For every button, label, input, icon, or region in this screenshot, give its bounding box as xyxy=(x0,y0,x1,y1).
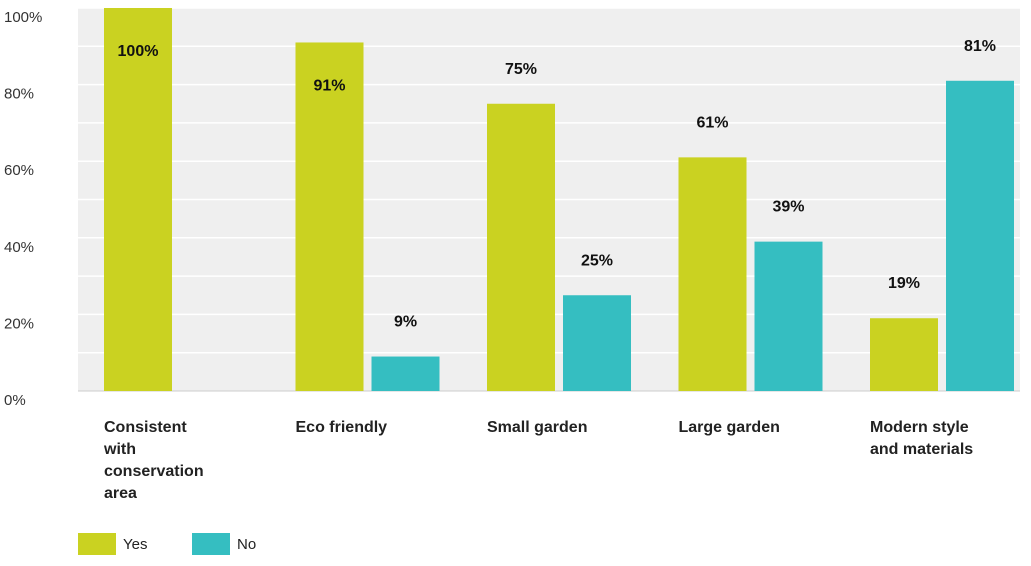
data-label: 25% xyxy=(581,252,613,269)
bar-yes xyxy=(104,8,172,391)
category-label: Small garden xyxy=(487,419,587,436)
bar-no xyxy=(946,80,1014,392)
legend-swatch-no xyxy=(192,533,230,555)
category-label-line: Eco friendly xyxy=(296,419,388,436)
data-label: 61% xyxy=(696,114,728,131)
category-label-line: and materials xyxy=(870,441,973,458)
data-label: 91% xyxy=(313,77,345,94)
bar-yes xyxy=(487,103,555,391)
data-label: 39% xyxy=(772,199,804,216)
bar-yes xyxy=(678,157,747,391)
data-label: 75% xyxy=(505,61,537,78)
y-tick-label: 60% xyxy=(4,162,34,179)
y-tick-label: 80% xyxy=(4,86,34,103)
y-tick-label: 100% xyxy=(4,9,42,26)
category-label: Eco friendly xyxy=(296,419,388,436)
category-label-line: with xyxy=(103,441,136,458)
bar-yes xyxy=(870,318,938,391)
bar-no xyxy=(754,241,823,391)
category-label-line: area xyxy=(104,485,137,502)
data-label: 19% xyxy=(888,275,920,292)
y-tick-label: 20% xyxy=(4,315,34,332)
category-label-line: Large garden xyxy=(679,419,780,436)
data-label: 81% xyxy=(964,38,996,55)
data-label: 9% xyxy=(394,314,417,331)
legend-swatch-yes xyxy=(78,533,116,555)
category-label: Modern style and materials xyxy=(870,419,973,458)
category-label-line: conservation xyxy=(104,463,204,480)
category-label: Consistent with conservation area xyxy=(103,419,204,502)
y-tick-label: 0% xyxy=(4,392,26,409)
category-label-line: Modern style xyxy=(870,419,969,436)
data-label: 100% xyxy=(118,43,159,60)
bar-no xyxy=(563,295,631,391)
category-label: Large garden xyxy=(679,419,780,436)
bar-yes xyxy=(295,42,364,391)
category-label-line: Small garden xyxy=(487,419,587,436)
legend-label-no: No xyxy=(237,536,256,553)
legend-label-yes: Yes xyxy=(123,536,147,553)
category-label-line: Consistent xyxy=(104,419,187,436)
y-tick-label: 40% xyxy=(4,239,34,256)
bar-no xyxy=(371,356,440,391)
